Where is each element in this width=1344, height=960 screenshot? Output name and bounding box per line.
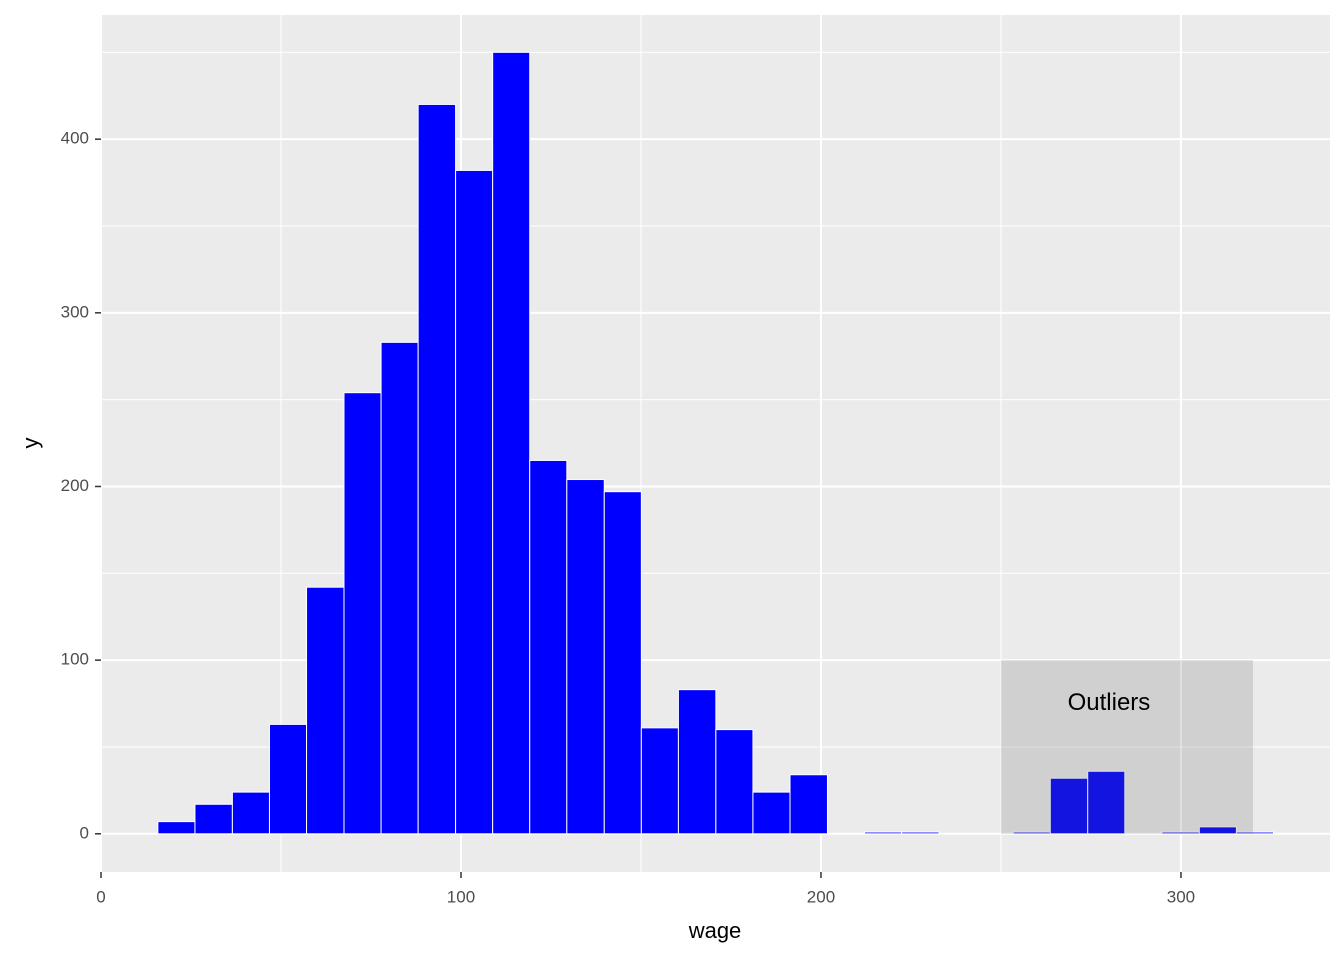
x-tick-label: 300: [1167, 887, 1195, 906]
y-tick-label: 100: [61, 650, 89, 669]
bar: [901, 831, 940, 835]
bar: [1049, 777, 1089, 835]
bar: [1198, 826, 1237, 835]
y-tick-label: 400: [61, 129, 89, 148]
bar: [715, 729, 754, 835]
x-tick-label: 0: [96, 887, 105, 906]
y-tick-label: 300: [61, 302, 89, 321]
bar: [640, 727, 679, 835]
bar: [417, 103, 457, 835]
bar: [455, 169, 494, 835]
bar: [380, 341, 419, 835]
bar: [566, 479, 605, 835]
x-tick-label: 100: [447, 887, 475, 906]
bar: [492, 51, 531, 835]
bar: [789, 774, 828, 835]
highlight-rect: [1000, 660, 1253, 834]
y-axis-title: y: [18, 438, 43, 449]
y-tick-label: 0: [80, 823, 89, 842]
bar: [603, 491, 642, 835]
bar: [268, 723, 308, 835]
bar: [343, 392, 382, 835]
bar: [677, 689, 717, 835]
x-axis-title: wage: [688, 918, 742, 943]
bar: [306, 586, 345, 835]
x-tick-label: 200: [807, 887, 835, 906]
bar: [1235, 831, 1274, 835]
bar: [231, 791, 270, 835]
bar: [194, 803, 233, 835]
annotation: Outliers: [1068, 689, 1151, 716]
bar: [864, 831, 903, 835]
bar: [157, 821, 196, 835]
bar: [752, 791, 791, 835]
bar: [1087, 770, 1126, 835]
y-tick-label: 200: [61, 476, 89, 495]
bar: [529, 459, 568, 835]
